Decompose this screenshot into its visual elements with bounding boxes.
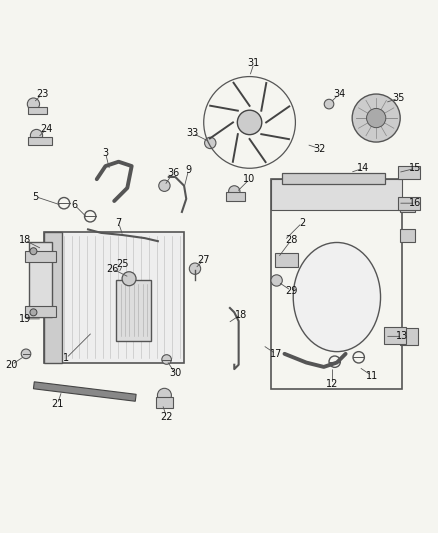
Text: 26: 26 — [106, 264, 118, 273]
Text: 7: 7 — [116, 218, 122, 228]
Text: 32: 32 — [313, 143, 325, 154]
Circle shape — [229, 185, 240, 197]
Text: 20: 20 — [5, 360, 18, 370]
Bar — [29, 243, 52, 317]
Bar — [155, 398, 173, 408]
Circle shape — [367, 108, 386, 128]
Bar — [226, 192, 245, 201]
Bar — [384, 327, 406, 344]
Text: 6: 6 — [72, 200, 78, 211]
Text: 28: 28 — [285, 235, 297, 245]
Bar — [272, 179, 403, 210]
Text: 23: 23 — [36, 89, 48, 99]
Text: 34: 34 — [333, 89, 345, 99]
Text: 30: 30 — [169, 368, 181, 378]
Bar — [44, 231, 184, 362]
Text: 21: 21 — [51, 399, 64, 409]
Text: 22: 22 — [160, 412, 173, 422]
Text: 19: 19 — [18, 314, 31, 324]
Text: 5: 5 — [32, 192, 39, 201]
Text: 29: 29 — [285, 286, 297, 295]
Circle shape — [30, 248, 37, 255]
Bar — [28, 107, 47, 114]
Circle shape — [27, 98, 39, 110]
Text: 14: 14 — [357, 163, 369, 173]
Circle shape — [237, 110, 262, 135]
Circle shape — [21, 349, 31, 359]
Bar — [28, 138, 52, 145]
Text: 25: 25 — [117, 260, 129, 269]
Circle shape — [122, 272, 136, 286]
Bar — [283, 173, 385, 183]
Bar — [117, 280, 151, 341]
Circle shape — [271, 275, 283, 286]
Text: 15: 15 — [409, 163, 422, 173]
Circle shape — [157, 389, 171, 402]
Text: 35: 35 — [392, 93, 404, 103]
Text: 12: 12 — [326, 379, 339, 390]
Text: 31: 31 — [248, 59, 260, 68]
Text: 16: 16 — [410, 198, 422, 208]
Circle shape — [352, 94, 400, 142]
Text: 18: 18 — [18, 235, 31, 245]
Bar — [400, 328, 418, 345]
Text: 13: 13 — [396, 332, 409, 341]
Text: 10: 10 — [244, 174, 256, 184]
Text: 2: 2 — [299, 218, 305, 228]
Text: 1: 1 — [63, 353, 69, 363]
Circle shape — [205, 138, 216, 149]
Circle shape — [162, 354, 171, 364]
Bar — [272, 179, 403, 389]
Text: 36: 36 — [167, 168, 179, 177]
Circle shape — [189, 263, 201, 274]
Circle shape — [159, 180, 170, 191]
Text: 24: 24 — [40, 124, 53, 134]
Text: 11: 11 — [366, 370, 378, 381]
Bar — [400, 199, 416, 212]
Bar — [44, 231, 62, 362]
Text: 33: 33 — [187, 128, 199, 139]
Bar — [33, 382, 136, 401]
Bar — [25, 306, 56, 317]
Circle shape — [324, 99, 334, 109]
Ellipse shape — [293, 243, 381, 352]
Circle shape — [30, 130, 42, 142]
Circle shape — [30, 309, 37, 316]
Bar — [400, 229, 416, 243]
Text: 9: 9 — [185, 165, 191, 175]
Text: 27: 27 — [198, 255, 210, 265]
Bar — [25, 251, 56, 262]
Bar — [275, 253, 297, 266]
Text: 3: 3 — [102, 148, 109, 158]
Text: 17: 17 — [269, 349, 282, 359]
Bar — [398, 197, 420, 210]
Bar — [398, 166, 420, 179]
Text: 18: 18 — [235, 310, 247, 319]
